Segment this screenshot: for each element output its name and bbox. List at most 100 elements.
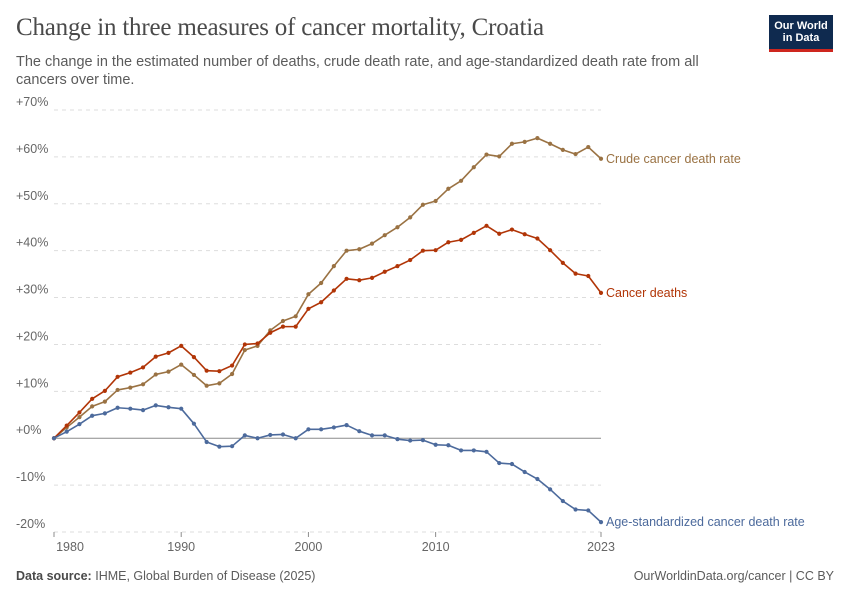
data-point xyxy=(153,372,158,377)
series-end-label: Crude cancer death rate xyxy=(606,152,741,166)
data-point xyxy=(586,144,591,150)
data-point xyxy=(153,354,158,359)
data-point xyxy=(471,165,476,170)
data-point xyxy=(509,227,515,232)
data-point xyxy=(77,415,82,420)
data-point xyxy=(573,271,578,276)
data-point xyxy=(497,154,502,159)
data-point xyxy=(560,147,565,152)
data-point xyxy=(408,438,413,443)
data-point xyxy=(497,460,502,466)
chart-title: Change in three measures of cancer morta… xyxy=(16,14,544,41)
y-tick-label: -20% xyxy=(16,517,45,531)
data-point xyxy=(319,427,324,432)
data-point xyxy=(573,151,578,157)
y-tick-label: +70% xyxy=(16,95,48,109)
data-point xyxy=(484,449,489,454)
y-tick-label: +40% xyxy=(16,236,48,250)
owid-logo[interactable]: Our World in Data xyxy=(769,15,833,52)
data-point xyxy=(369,275,375,280)
data-point xyxy=(408,257,413,263)
data-point xyxy=(484,223,489,228)
data-point xyxy=(458,448,464,453)
data-point xyxy=(306,292,311,297)
data-point xyxy=(115,374,120,379)
data-point xyxy=(357,429,362,434)
data-source-text[interactable]: IHME, Global Burden of Disease (2025) xyxy=(95,569,316,583)
data-point xyxy=(166,350,171,355)
data-point xyxy=(522,469,527,475)
data-point xyxy=(140,382,146,387)
data-point xyxy=(331,264,336,269)
data-point xyxy=(535,476,540,482)
data-point xyxy=(471,448,476,453)
data-point xyxy=(242,342,247,347)
data-point xyxy=(369,433,375,438)
data-point xyxy=(166,405,171,410)
x-tick-label: 2000 xyxy=(295,540,323,554)
data-point xyxy=(166,369,171,374)
data-point xyxy=(242,433,247,438)
x-tick-label: 1980 xyxy=(56,540,84,554)
series-line xyxy=(53,137,602,439)
logo-line-2: in Data xyxy=(782,32,820,44)
data-point xyxy=(433,198,438,204)
data-point xyxy=(331,288,336,293)
chart-subtitle: The change in the estimated number of de… xyxy=(16,54,699,88)
data-point xyxy=(573,507,578,512)
data-point xyxy=(319,280,324,286)
data-point xyxy=(128,385,133,390)
data-point xyxy=(344,276,349,281)
data-point xyxy=(217,381,222,386)
data-point xyxy=(191,355,197,360)
data-point xyxy=(191,421,197,426)
data-point xyxy=(306,427,311,432)
y-tick-label: -10% xyxy=(16,470,45,484)
footer-link[interactable]: OurWorldinData.org/cancer | CC BY xyxy=(633,569,834,583)
data-point xyxy=(268,330,273,335)
data-point xyxy=(598,520,604,525)
data-point xyxy=(140,407,146,413)
data-point xyxy=(217,444,222,449)
data-point xyxy=(433,248,438,253)
data-point xyxy=(128,370,133,375)
data-point xyxy=(191,372,197,378)
data-point xyxy=(548,248,553,253)
data-point xyxy=(420,248,426,253)
data-point xyxy=(217,369,222,374)
series-end-label: Cancer deaths xyxy=(606,286,687,300)
data-point xyxy=(395,264,400,269)
data-point xyxy=(179,343,184,348)
data-point xyxy=(293,436,298,441)
series-end-label: Age-standardized cancer death rate xyxy=(606,515,805,529)
data-point xyxy=(458,237,464,242)
y-tick-label: +10% xyxy=(16,376,48,390)
data-point xyxy=(280,318,286,324)
data-point xyxy=(458,178,464,183)
data-point xyxy=(446,443,451,448)
data-point xyxy=(535,136,540,141)
data-point xyxy=(586,508,591,513)
data-point xyxy=(268,432,273,438)
data-point xyxy=(522,232,527,237)
data-point xyxy=(548,487,553,492)
data-point xyxy=(446,240,451,245)
data-point xyxy=(51,436,57,441)
data-point xyxy=(344,248,349,253)
x-tick-label: 1990 xyxy=(167,540,195,554)
series-line xyxy=(53,404,602,523)
data-point xyxy=(153,403,158,408)
data-point xyxy=(497,231,502,236)
data-point xyxy=(64,429,69,434)
data-point xyxy=(102,411,107,416)
y-tick-label: +20% xyxy=(16,329,48,343)
data-point xyxy=(382,433,387,438)
data-point xyxy=(306,306,311,311)
data-point xyxy=(509,461,515,467)
data-point xyxy=(229,363,235,368)
logo-line-1: Our World xyxy=(774,20,828,32)
data-point xyxy=(90,396,95,401)
data-point xyxy=(128,406,133,411)
data-point xyxy=(420,437,426,443)
